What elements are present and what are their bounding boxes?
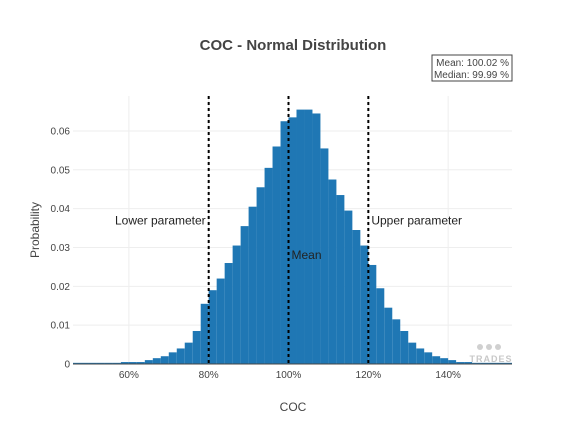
histogram-bar — [176, 348, 185, 364]
histogram-bar — [264, 167, 273, 364]
histogram-bar — [456, 362, 465, 364]
histogram-bar — [88, 362, 97, 364]
histogram-bar — [256, 187, 265, 364]
y-tick-label: 0.01 — [51, 321, 71, 332]
histogram-bar — [368, 264, 377, 364]
x-tick-label: 140% — [435, 370, 461, 381]
histogram-bar — [400, 330, 409, 364]
y-tick-label: 0.02 — [51, 282, 71, 293]
watermark-text: TRADES — [469, 354, 512, 364]
histogram-bar — [160, 356, 169, 364]
histogram-bar — [224, 263, 233, 364]
histogram-bar — [464, 362, 473, 364]
histogram-bar — [192, 330, 201, 364]
histogram-bar — [304, 109, 313, 364]
histogram-bar — [328, 179, 337, 364]
histogram-bar — [336, 195, 345, 364]
histogram-bar — [384, 307, 393, 364]
histogram-bar — [320, 148, 329, 364]
stats-median: Median: 99.99 % — [434, 70, 509, 81]
parameter-label: Mean — [292, 248, 322, 262]
parameter-lines: Lower parameter Mean Upper parameter — [115, 96, 462, 364]
histogram-bar — [248, 206, 257, 364]
stats-box: Mean: 100.02 % Median: 99.99 % — [431, 54, 513, 82]
histogram-bar — [296, 109, 305, 364]
x-tick-label: 120% — [356, 370, 382, 381]
histogram-bar — [216, 278, 225, 364]
histogram-bar — [240, 226, 249, 364]
histogram-bar — [376, 288, 385, 364]
histogram-bar — [504, 362, 512, 364]
histogram-bar — [104, 362, 113, 364]
parameter-label: Upper parameter — [371, 213, 462, 227]
histogram-bar — [440, 358, 449, 364]
histogram-bar — [144, 360, 153, 364]
histogram-bar — [73, 362, 81, 364]
histogram-bar — [472, 362, 481, 364]
x-axis: 60% 80% 100% 120% 140% — [73, 363, 512, 381]
histogram-bar — [344, 210, 353, 364]
y-tick-label: 0.06 — [51, 126, 71, 137]
histogram-bar — [480, 362, 489, 364]
histogram-bar — [168, 352, 177, 364]
histogram-bar — [120, 362, 129, 364]
x-axis-title: COC — [280, 400, 307, 414]
histogram-bar — [424, 352, 433, 364]
watermark-dot-icon — [495, 344, 501, 350]
histogram-bar — [112, 362, 121, 364]
y-tick-label: 0.04 — [51, 204, 71, 215]
x-tick-label: 100% — [276, 370, 302, 381]
parameter-label: Lower parameter — [115, 213, 206, 227]
histogram-bar — [360, 245, 369, 364]
stats-box-frame — [431, 54, 513, 82]
histogram-bar — [312, 113, 321, 364]
histogram-bar — [96, 362, 105, 364]
histogram-bar — [496, 362, 505, 364]
histogram-bar — [184, 342, 193, 364]
histogram-bar — [288, 117, 297, 364]
histogram-bar — [152, 358, 161, 364]
histogram-bar — [392, 319, 401, 364]
y-axis-title: Probability — [28, 202, 42, 258]
histogram-bar — [272, 146, 281, 364]
histogram-bar — [352, 230, 361, 364]
histogram-bar — [488, 362, 497, 364]
histogram-bar — [136, 362, 145, 364]
x-tick-label: 80% — [199, 370, 219, 381]
histogram-bar — [208, 290, 217, 364]
y-axis: 0 0.01 0.02 0.03 0.04 0.05 0.06 — [51, 126, 71, 370]
x-tick-label: 60% — [119, 370, 139, 381]
histogram-bar — [408, 342, 417, 364]
watermark-dot-icon — [477, 344, 483, 350]
histogram-bar — [232, 245, 241, 364]
watermark-logo: TRADES — [469, 344, 512, 364]
histogram-bars — [73, 109, 512, 365]
y-tick-label: 0.03 — [51, 243, 71, 254]
histogram-bar — [432, 356, 441, 364]
chart-title: COC - Normal Distribution — [200, 37, 387, 54]
watermark-dot-icon — [486, 344, 492, 350]
histogram-bar — [448, 360, 457, 364]
histogram-bar — [80, 362, 89, 364]
histogram-bar — [200, 303, 209, 364]
y-tick-label: 0.05 — [51, 165, 71, 176]
y-tick-label: 0 — [64, 360, 70, 371]
histogram-bar — [128, 362, 137, 364]
histogram-bar — [416, 348, 425, 364]
histogram-bar — [280, 121, 289, 365]
stats-mean: Mean: 100.02 % — [436, 58, 509, 69]
